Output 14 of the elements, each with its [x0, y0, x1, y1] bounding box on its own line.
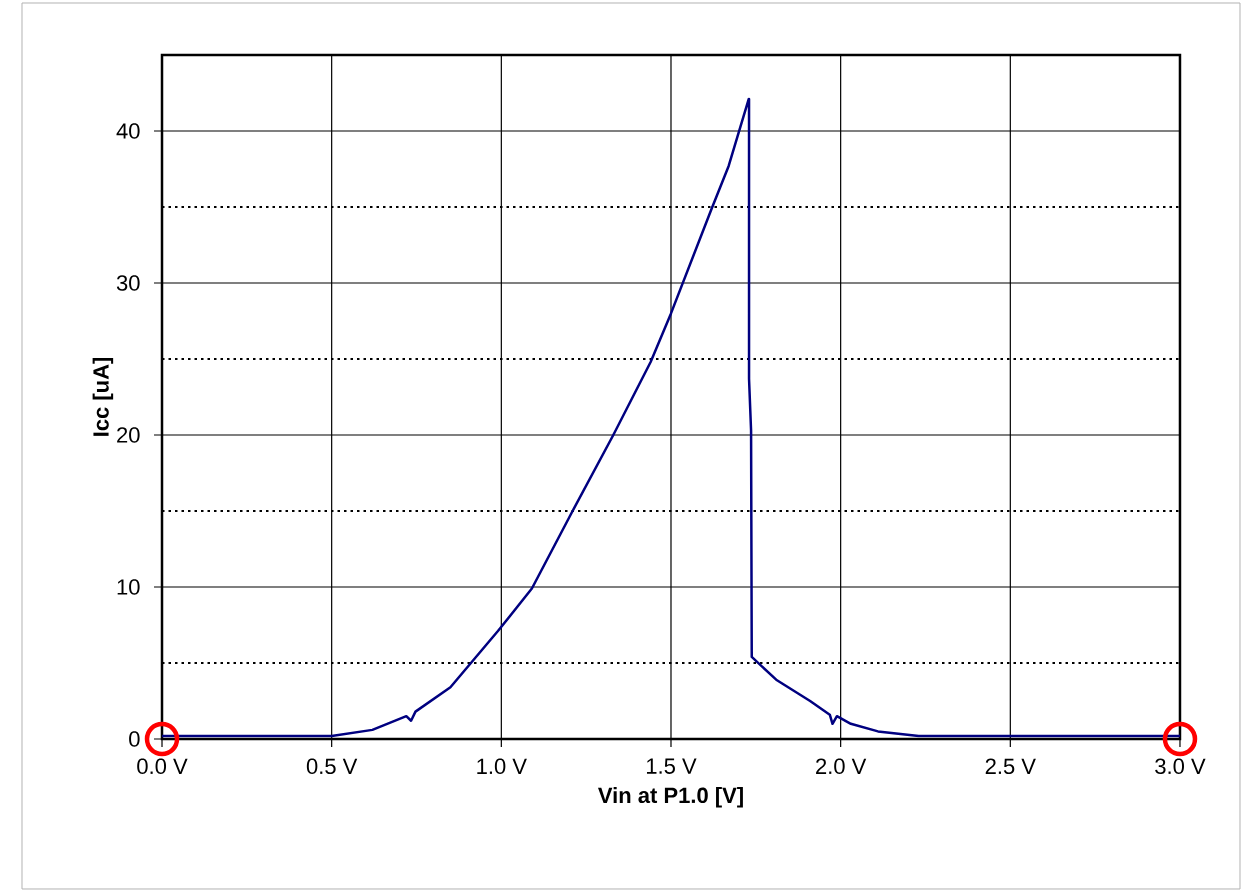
- y-tick-label: 20: [117, 427, 140, 443]
- x-tick-label: 0.0 V: [137, 758, 188, 775]
- x-tick-label: 3.0 V: [1155, 758, 1206, 775]
- x-tick-label: 2.5 V: [985, 758, 1036, 775]
- x-axis-title: Vin at P1.0 [V]: [597, 786, 743, 808]
- x-tick-label: 0.5 V: [306, 758, 358, 775]
- y-tick-label: 30: [116, 275, 140, 291]
- y-tick-label: 10: [117, 579, 140, 595]
- x-tick-label: 1.0 V: [477, 758, 527, 775]
- y-axis-title: Icc [uA]: [92, 357, 114, 436]
- y-tick-label: 40: [116, 123, 140, 139]
- x-tick-label: 2.0 V: [816, 758, 867, 775]
- x-tick-label: 1.5 V: [646, 758, 697, 774]
- y-tick-label: 0: [129, 731, 140, 747]
